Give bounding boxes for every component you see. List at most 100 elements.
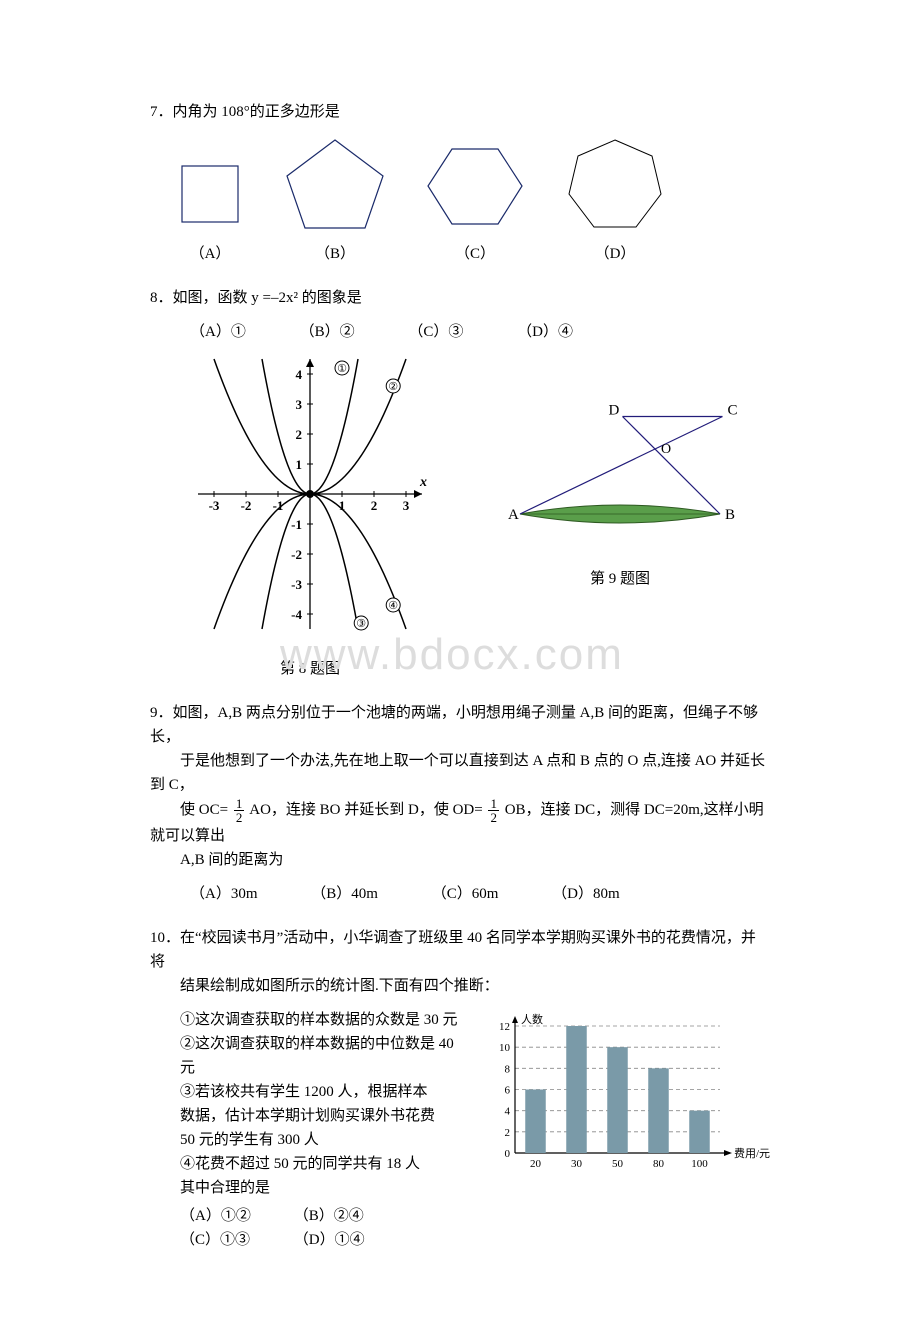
svg-text:50: 50	[612, 1158, 624, 1170]
q9-text: 9．如图，A,B 两点分别位于一个池塘的两端，小明想用绳子测量 A,B 间的距离…	[150, 701, 770, 872]
q10-bullet-3c: 50 元的学生有 300 人	[180, 1128, 460, 1152]
svg-text:1: 1	[296, 457, 303, 472]
q8-opt-a: （A）①	[190, 320, 246, 344]
svg-text:x: x	[419, 475, 427, 490]
svg-text:-2: -2	[291, 547, 302, 562]
q10-layout: ①这次调查获取的样本数据的众数是 30 元 ②这次调查获取的样本数据的中位数是 …	[150, 1008, 770, 1252]
q9-opt-c: （C）60m	[432, 882, 499, 906]
svg-text:②: ②	[388, 381, 398, 393]
svg-text:人数: 人数	[521, 1013, 543, 1026]
q7-opt-b: （B）	[280, 242, 390, 266]
hexagon-icon	[420, 139, 530, 234]
svg-text:8: 8	[505, 1063, 511, 1075]
question-7: 7．内角为 108°的正多边形是 （A） （B） （C）	[150, 100, 770, 266]
q7-poly-hexagon: （C）	[420, 139, 530, 266]
frac-num: 1	[488, 797, 499, 811]
svg-text:C: C	[728, 403, 738, 419]
svg-text:20: 20	[530, 1158, 542, 1170]
q9-opt-d: （D）80m	[552, 882, 620, 906]
q10-bullet-4: ④花费不超过 50 元的同学共有 18 人	[180, 1152, 460, 1176]
svg-text:-4: -4	[291, 607, 302, 622]
q9-opt-a: （A）30m	[190, 882, 258, 906]
question-10: 10．在“校园读书月”活动中，小华调查了班级里 40 名同学本学期购买课外书的花…	[150, 926, 770, 1252]
q10-left: ①这次调查获取的样本数据的众数是 30 元 ②这次调查获取的样本数据的中位数是 …	[180, 1008, 460, 1252]
q10-number: 10．	[150, 930, 180, 946]
q8-opt-c: （C）③	[408, 320, 463, 344]
question-8: 8．如图，函数 y =–2x² 的图象是 （A）① （B）② （C）③ （D）④…	[150, 286, 770, 681]
q10-line2: 结果绘制成如图所示的统计图.下面有四个推断：	[150, 978, 499, 994]
q9-caption: 第 9 题图	[500, 567, 740, 591]
q10-bullet-1: ①这次调查获取的样本数据的众数是 30 元	[180, 1008, 460, 1032]
fraction-half-2: 12	[488, 797, 499, 824]
q10-opt-c: （C）①③	[180, 1228, 290, 1252]
svg-text:费用/元: 费用/元	[734, 1147, 770, 1160]
q9-opt-b: （B）40m	[311, 882, 378, 906]
q10-opt-a: （A）①②	[180, 1204, 290, 1228]
svg-text:12: 12	[499, 1021, 510, 1033]
bar-chart: 02468101220305080100人数费用/元	[480, 1008, 770, 1178]
q10-right: 02468101220305080100人数费用/元	[480, 1008, 770, 1252]
q7-text: 7．内角为 108°的正多边形是	[150, 100, 770, 124]
q8-opt-b: （B）②	[300, 320, 355, 344]
svg-text:A: A	[508, 507, 519, 523]
svg-text:2: 2	[296, 427, 303, 442]
q10-bullet-3: ③若该校共有学生 1200 人，根据样本	[180, 1080, 460, 1104]
pentagon-icon	[280, 134, 390, 234]
q8-figure: -3-2-1123-4-3-2-11234x①②③④ 第 8 题图	[180, 344, 440, 681]
svg-text:10: 10	[499, 1042, 511, 1054]
frac-num: 1	[234, 797, 245, 811]
svg-text:-1: -1	[291, 517, 302, 532]
svg-text:6: 6	[505, 1085, 511, 1097]
frac-den: 2	[234, 811, 245, 824]
q7-poly-heptagon: （D）	[560, 134, 670, 266]
svg-text:O: O	[661, 442, 671, 457]
q10-line1: 在“校园读书月”活动中，小华调查了班级里 40 名同学本学期购买课外书的花费情况…	[150, 930, 756, 970]
q10-bullet-2: ②这次调查获取的样本数据的中位数是 40 元	[180, 1032, 460, 1080]
q10-opt-d: （D）①④	[294, 1232, 365, 1248]
q7-poly-square: （A）	[170, 154, 250, 266]
q7-number: 7．	[150, 104, 173, 120]
q8-number: 8．	[150, 290, 173, 306]
svg-text:-3: -3	[209, 498, 220, 513]
q10-opt-b: （B）②④	[294, 1208, 364, 1224]
q9-line3: 使 OC= 12 AO，连接 BO 并延长到 D，使 OD= 12 OB，连接 …	[150, 802, 764, 844]
q10-text: 10．在“校园读书月”活动中，小华调查了班级里 40 名同学本学期购买课外书的花…	[150, 926, 770, 998]
q8-text: 8．如图，函数 y =–2x² 的图象是	[150, 286, 770, 310]
q9-line3a: 使 OC=	[180, 802, 228, 818]
svg-text:①: ①	[337, 363, 347, 375]
q7-opt-c: （C）	[420, 242, 530, 266]
q9-options: （A）30m （B）40m （C）60m （D）80m	[150, 882, 770, 906]
question-9: 9．如图，A,B 两点分别位于一个池塘的两端，小明想用绳子测量 A,B 间的距离…	[150, 701, 770, 906]
square-icon	[170, 154, 250, 234]
heptagon-icon	[560, 134, 670, 234]
pond-diagram: A B C D O	[500, 374, 740, 554]
svg-text:80: 80	[653, 1158, 665, 1170]
q7-polygons: （A） （B） （C） （D）	[150, 134, 770, 266]
svg-text:-3: -3	[291, 577, 302, 592]
svg-text:100: 100	[691, 1158, 708, 1170]
parabola-graph: -3-2-1123-4-3-2-11234x①②③④	[180, 344, 440, 644]
q7-poly-pentagon: （B）	[280, 134, 390, 266]
svg-text:30: 30	[571, 1158, 583, 1170]
q8-q9-figures: -3-2-1123-4-3-2-11234x①②③④ 第 8 题图 ABCDO …	[150, 344, 770, 681]
svg-text:4: 4	[505, 1106, 511, 1118]
svg-text:-2: -2	[241, 498, 252, 513]
frac-den: 2	[488, 811, 499, 824]
q10-bullet-3b: 数据，估计本学期计划购买课外书花费	[180, 1104, 460, 1128]
q8-stem: 如图，函数 y =–2x² 的图象是	[173, 290, 362, 306]
svg-text:B: B	[725, 507, 735, 523]
q9-line2: 于是他想到了一个办法,先在地上取一个可以直接到达 A 点和 B 点的 O 点,连…	[150, 753, 765, 793]
svg-text:4: 4	[296, 367, 303, 382]
svg-text:D: D	[609, 403, 620, 419]
q8-caption: 第 8 题图	[180, 657, 440, 681]
q8-opt-d: （D）④	[517, 320, 573, 344]
q8-options: （A）① （B）② （C）③ （D）④	[150, 320, 770, 344]
q9-figure: A B C D O 第 9 题图	[500, 374, 740, 591]
q9-line3b: AO，连接 BO 并延长到 D，使 OD=	[249, 802, 482, 818]
q7-opt-d: （D）	[560, 242, 670, 266]
q10-bullet-q: 其中合理的是	[180, 1176, 460, 1200]
q9-line1: 如图，A,B 两点分别位于一个池塘的两端，小明想用绳子测量 A,B 间的距离，但…	[150, 705, 758, 745]
q7-stem: 内角为 108°的正多边形是	[173, 104, 340, 120]
svg-text:3: 3	[403, 498, 410, 513]
svg-text:3: 3	[296, 397, 303, 412]
